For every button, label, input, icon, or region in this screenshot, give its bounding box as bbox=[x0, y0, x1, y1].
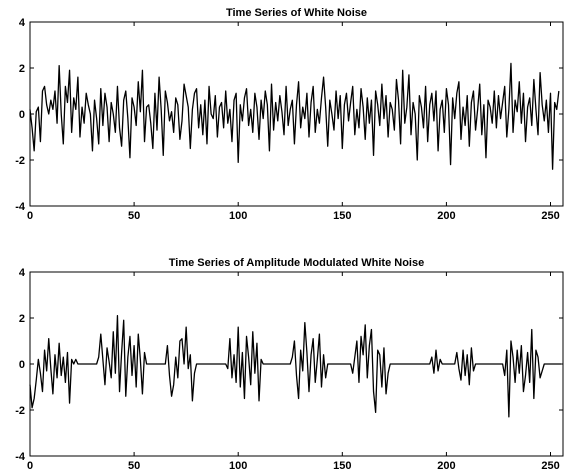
y-tick-label: -2 bbox=[15, 155, 25, 167]
y-tick-label: 0 bbox=[19, 109, 25, 121]
y-tick-label: -4 bbox=[15, 201, 26, 213]
x-tick-label: 150 bbox=[333, 460, 351, 472]
y-tick-label: 4 bbox=[19, 17, 26, 29]
chart-title: Time Series of Amplitude Modulated White… bbox=[169, 257, 424, 269]
x-tick-label: 250 bbox=[541, 210, 559, 222]
x-tick-label: 150 bbox=[333, 210, 351, 222]
white-noise-panel: Time Series of White Noise 0 50 100 150 200 25… bbox=[15, 7, 564, 222]
x-tick-label: 200 bbox=[437, 460, 455, 472]
x-tick-label: 0 bbox=[27, 460, 33, 472]
x-tick-label: 50 bbox=[128, 460, 140, 472]
y-tick-label: -4 bbox=[15, 451, 26, 463]
x-tick-label: 0 bbox=[27, 210, 33, 222]
modulated-noise-panel: Time Series of Amplitude Modulated White… bbox=[15, 257, 564, 472]
series-line bbox=[29, 62, 560, 170]
x-tick-label: 100 bbox=[229, 460, 247, 472]
series-line bbox=[29, 315, 561, 418]
x-tick-label: 200 bbox=[437, 210, 455, 222]
y-tick-label: 4 bbox=[19, 267, 26, 279]
y-tick-label: -2 bbox=[15, 405, 25, 417]
y-tick-label: 2 bbox=[19, 63, 25, 75]
x-tick-label: 50 bbox=[128, 210, 140, 222]
x-tick-label: 100 bbox=[229, 210, 247, 222]
y-tick-label: 0 bbox=[19, 359, 25, 371]
x-tick-label: 250 bbox=[541, 460, 559, 472]
y-tick-label: 2 bbox=[19, 313, 25, 325]
chart-title: Time Series of White Noise bbox=[226, 7, 367, 19]
